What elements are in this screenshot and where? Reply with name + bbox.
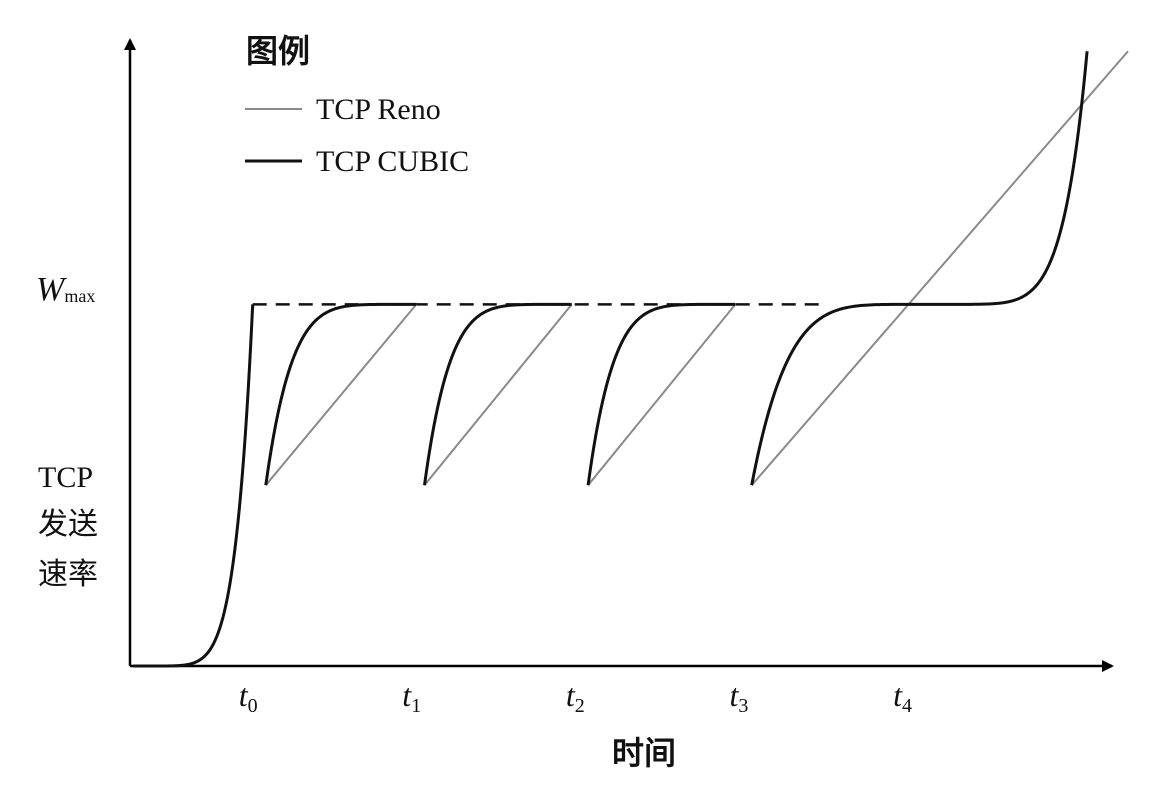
x-tick-label-base-1: t (402, 677, 412, 713)
y-axis-label-line-1: TCP (38, 461, 93, 494)
x-tick-label-0: t0 (239, 677, 258, 717)
cubic-segment-4 (750, 51, 1089, 486)
legend: 图例 TCP Reno TCP CUBIC (245, 32, 469, 178)
x-tick-label-4: t4 (893, 677, 912, 717)
legend-label-tcp-reno: TCP Reno (316, 93, 441, 126)
x-tick-label-sub-2: 2 (575, 695, 585, 717)
x-tick-label-sub-1: 1 (411, 695, 421, 717)
legend-label-tcp-cubic: TCP CUBIC (316, 145, 469, 178)
cubic-segment-1 (264, 302, 417, 486)
x-tick-label-sub-3: 3 (738, 695, 748, 717)
wmax-label-sub: max (64, 286, 95, 306)
reno-segment-1 (423, 303, 573, 486)
x-axis-label: 时间 (612, 734, 676, 772)
legend-title: 图例 (246, 32, 310, 70)
series-tcp-reno (265, 50, 1129, 486)
reno-segment-2 (587, 303, 737, 486)
x-tick-label-base-2: t (566, 677, 576, 713)
wmax-label-base: W (36, 271, 67, 308)
x-tick-label-base-0: t (239, 677, 249, 713)
x-tick-label-base-4: t (893, 677, 903, 713)
series-tcp-cubic (133, 51, 1089, 668)
cubic-segment-3 (586, 302, 736, 486)
x-tick-label-2: t2 (566, 677, 585, 717)
x-tick-label-sub-4: 4 (902, 695, 912, 717)
x-tick-label-3: t3 (730, 677, 749, 717)
x-tick-label-1: t1 (402, 677, 421, 717)
x-tick-label-sub-0: 0 (248, 695, 258, 717)
y-axis-label-line-3: 速率 (38, 557, 98, 592)
x-tick-labels: t0 t1 t2 t3 t4 (239, 677, 912, 717)
reno-segment-0 (265, 303, 418, 486)
cubic-segment-0 (133, 304, 255, 668)
wmax-label: Wmax (36, 271, 95, 308)
reno-segment-3 (750, 50, 1129, 486)
y-axis-label-line-2: 发送 (38, 507, 98, 542)
x-tick-label-base-3: t (730, 677, 740, 713)
cubic-segment-2 (423, 302, 572, 486)
